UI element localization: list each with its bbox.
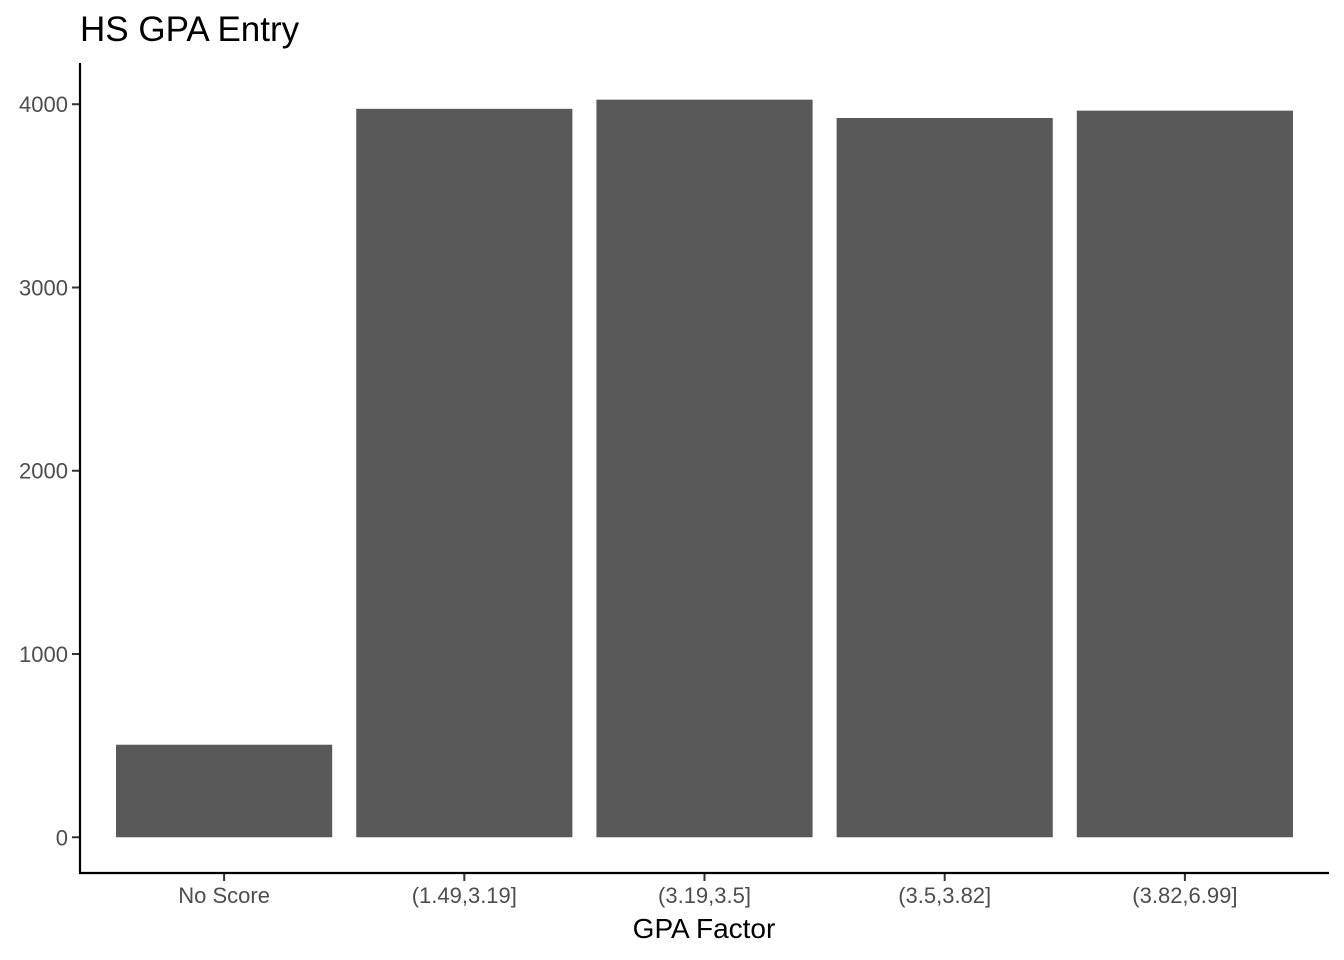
y-tick-label-2: 2000 xyxy=(19,459,68,484)
y-tick-label-0: 0 xyxy=(56,825,68,850)
bar-3 xyxy=(836,117,1053,838)
y-tick-label-1: 1000 xyxy=(19,642,68,667)
x-tick-label-4: (3.82,6.99] xyxy=(1132,883,1237,908)
x-tick-label-1: (1.49,3.19] xyxy=(412,883,517,908)
y-tick-label-3: 3000 xyxy=(19,275,68,300)
x-tick-label-2: (3.19,3.5] xyxy=(658,883,751,908)
y-axis-ticks: 0 1000 2000 3000 4000 xyxy=(19,92,80,850)
bar-2 xyxy=(596,99,813,838)
x-tick-label-0: No Score xyxy=(178,883,270,908)
bar-4 xyxy=(1076,110,1293,838)
x-axis-title: GPA Factor xyxy=(633,913,776,944)
chart-title: HS GPA Entry xyxy=(80,10,300,49)
bars-group xyxy=(116,99,1293,838)
bar-1 xyxy=(356,108,573,838)
x-axis-ticks: No Score (1.49,3.19] (3.19,3.5] (3.5,3.82] (… xyxy=(178,873,1237,908)
x-tick-label-3: (3.5,3.82] xyxy=(898,883,991,908)
bar-0 xyxy=(116,744,333,838)
y-tick-label-4: 4000 xyxy=(19,92,68,117)
